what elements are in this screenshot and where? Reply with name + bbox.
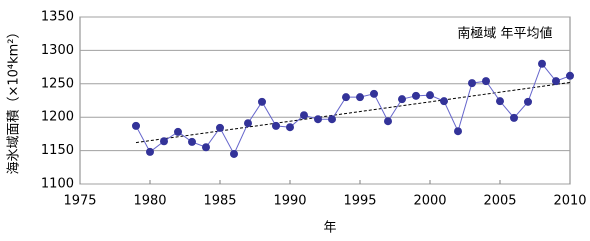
- marker: [342, 93, 350, 102]
- marker: [468, 79, 476, 88]
- trend-line: [135, 81, 571, 144]
- marker: [370, 89, 378, 98]
- marker: [482, 77, 490, 86]
- marker: [510, 113, 518, 122]
- marker: [286, 123, 294, 132]
- marker: [440, 97, 448, 106]
- series-line: [135, 62, 571, 156]
- marker: [216, 123, 224, 132]
- marker: [496, 97, 504, 106]
- y-tick-label: 1200: [41, 110, 74, 125]
- x-tick-label: 1995: [343, 194, 376, 209]
- y-tick-label: 1300: [41, 43, 74, 58]
- x-tick-label: 1980: [133, 194, 166, 209]
- marker: [328, 115, 336, 124]
- marker: [160, 137, 168, 146]
- y-tick-label: 1150: [41, 143, 74, 158]
- x-tick-label: 1990: [273, 194, 306, 209]
- x-tick-label: 1985: [203, 194, 236, 209]
- marker: [538, 59, 546, 68]
- marker: [146, 147, 154, 156]
- marker: [244, 119, 252, 128]
- marker: [566, 71, 574, 80]
- marker: [300, 111, 308, 120]
- marker: [398, 95, 406, 104]
- y-axis-label: 海氷域面積（×10⁴km²）: [7, 25, 22, 174]
- x-tick-label: 2000: [413, 194, 446, 209]
- annotation: 南極域 年平均値: [457, 26, 552, 42]
- marker: [524, 97, 532, 106]
- marker: [202, 143, 210, 152]
- marker: [356, 93, 364, 102]
- marker: [174, 127, 182, 136]
- marker: [272, 121, 280, 130]
- marker: [258, 97, 266, 106]
- x-tick-label: 2005: [483, 194, 516, 209]
- marker: [314, 115, 322, 124]
- y-tick-label: 1350: [41, 10, 74, 25]
- y-tick-label: 1250: [41, 76, 74, 91]
- marker: [188, 137, 196, 146]
- marker: [552, 77, 560, 86]
- x-tick-label: 2010: [553, 194, 586, 209]
- marker: [412, 91, 420, 100]
- marker: [426, 91, 434, 100]
- marker: [454, 127, 462, 136]
- marker: [132, 121, 140, 130]
- y-tick-label: 1100: [41, 177, 74, 192]
- x-tick-label: 1975: [63, 194, 96, 209]
- marker: [384, 117, 392, 126]
- x-axis-label: 年: [323, 221, 336, 236]
- marker: [230, 149, 238, 158]
